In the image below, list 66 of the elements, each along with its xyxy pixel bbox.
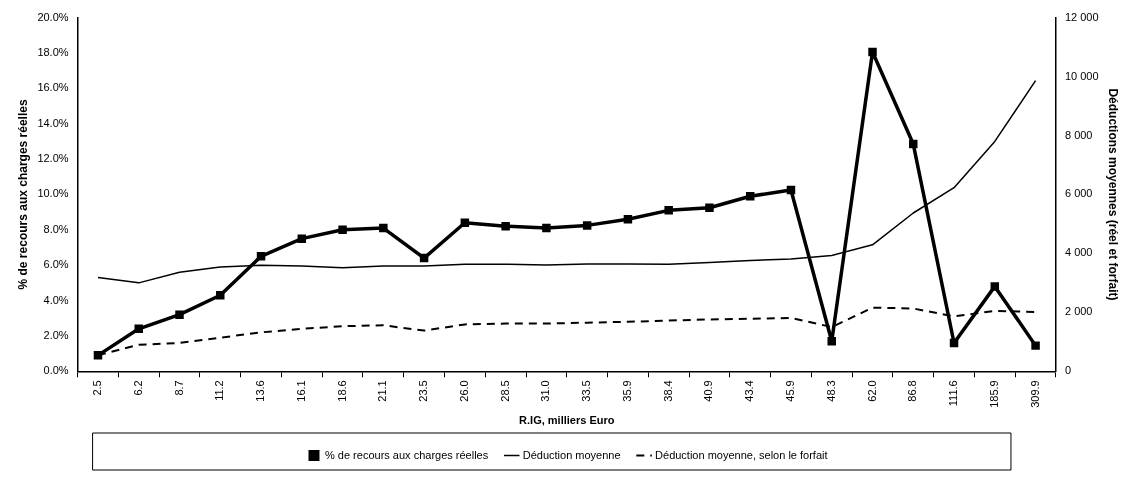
x-tick-label: 28.5: [498, 380, 511, 402]
point: [990, 282, 1000, 291]
y2-tick-label: 2 000: [1064, 305, 1093, 318]
x-tick-label: 45.9: [784, 380, 797, 402]
y2-tick-label: 12 000: [1064, 10, 1099, 23]
x-tick-label: 43.4: [743, 380, 756, 402]
x-tick-label: 309.9: [1028, 380, 1041, 408]
point: [216, 290, 225, 300]
point: [909, 139, 918, 149]
point: [705, 203, 714, 212]
y-tick-label: 10.0%: [37, 187, 69, 200]
legend-label: Déduction moyenne: [522, 448, 621, 461]
point: [256, 252, 266, 261]
y2-tick-label: 8 000: [1064, 128, 1093, 141]
point: [379, 223, 388, 233]
point: [460, 218, 470, 227]
x-tick-label: 6.2: [131, 380, 144, 396]
x-tick-label: 62.0: [865, 380, 878, 402]
y-tick-label: 12.0%: [37, 152, 69, 165]
point: [868, 47, 877, 57]
y-tick-label: 6.0%: [43, 258, 69, 271]
y-tick-label: 18.0%: [37, 46, 69, 58]
legend-label: % de recours aux charges réelles: [324, 448, 489, 461]
y-axis-title: % de recours aux charges réelles: [15, 99, 30, 290]
x-tick-label: 8.7: [172, 380, 185, 396]
point: [501, 222, 510, 231]
x-tick-label: 31.0: [539, 380, 552, 402]
point: [582, 221, 592, 230]
x-tick-label: 38.4: [661, 380, 674, 402]
point: [664, 206, 673, 215]
x-tick-label: 33.5: [580, 380, 593, 402]
x-tick-label: 21.1: [376, 380, 389, 402]
x-tick-label: 23.5: [417, 380, 430, 402]
point: [134, 324, 143, 334]
x-tick-label: 2.5: [91, 380, 103, 396]
y-tick-label: 14.0%: [37, 116, 69, 129]
point: [542, 223, 551, 233]
point: [297, 234, 307, 243]
x-tick-label: 13.6: [254, 380, 267, 402]
point: [338, 225, 347, 235]
y2-axis-title: Déductions moyennes (réel et forfait): [1106, 88, 1121, 301]
x-axis-title: R.IG, milliers Euro: [519, 414, 615, 427]
x-tick-label: 86.8: [906, 380, 919, 402]
y-tick-label: 4.0%: [43, 293, 69, 306]
point: [93, 351, 103, 360]
x-tick-label: 40.9: [702, 380, 715, 402]
x-tick-label: 16.1: [294, 380, 307, 402]
legend-label: Déduction moyenne, selon le forfait: [655, 448, 828, 461]
y2-tick-label: 4 000: [1064, 246, 1093, 259]
y2-tick-label: 10 000: [1064, 69, 1099, 82]
x-tick-label: 11.2: [213, 380, 226, 401]
x-tick-label: 185.9: [987, 380, 1000, 408]
point: [1031, 341, 1040, 350]
y-tick-label: 20.0%: [37, 10, 69, 23]
x-tick-label: 111.6: [947, 380, 960, 407]
y-tick-label: 0.0%: [43, 364, 69, 377]
y-tick-label: 16.0%: [37, 81, 69, 94]
x-tick-label: 48.3: [824, 380, 837, 402]
x-tick-label: 18.6: [335, 380, 348, 402]
y-tick-label: 2.0%: [43, 328, 69, 341]
x-tick-label: 26.0: [457, 380, 470, 402]
x-tick-label: 35.9: [620, 380, 633, 402]
y2-tick-label: 6 000: [1064, 187, 1093, 200]
point: [175, 310, 184, 319]
y2-tick-label: 0: [1064, 364, 1072, 377]
y-tick-label: 8.0%: [43, 222, 69, 235]
